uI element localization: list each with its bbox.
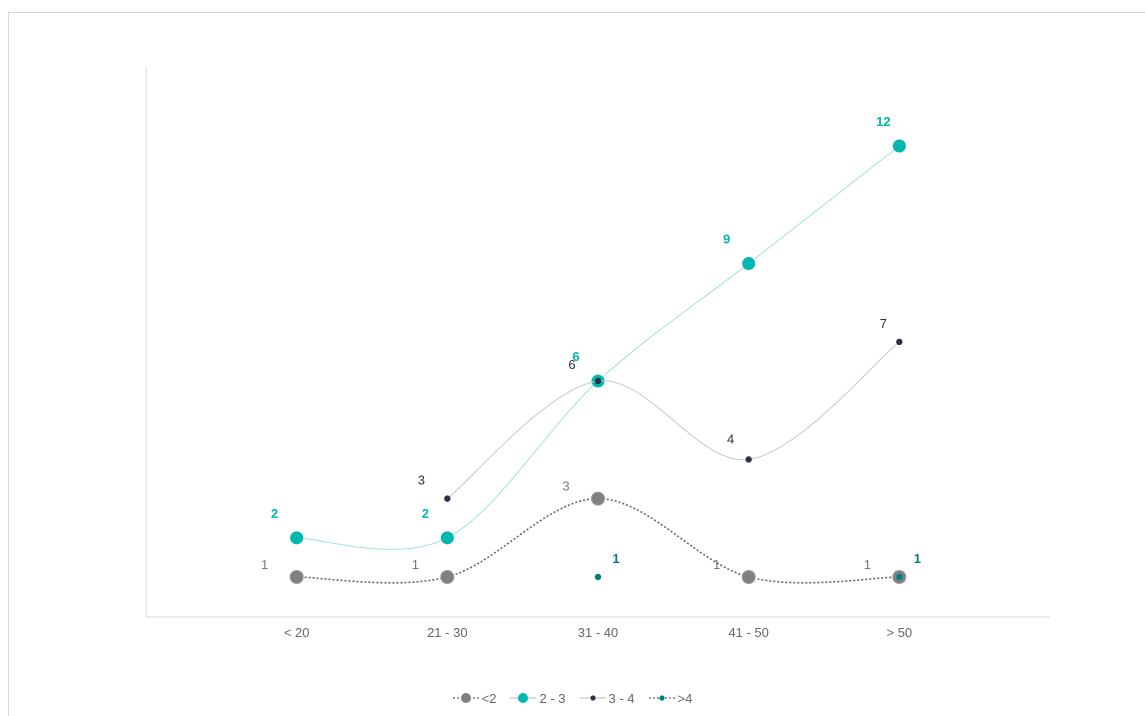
- data-label: 6: [568, 357, 575, 372]
- data-label: 1: [864, 557, 871, 572]
- series-layer: [289, 139, 907, 584]
- legend-label: <2: [481, 690, 497, 706]
- x-tick-label: 41 - 50: [728, 625, 768, 640]
- x-tick-label: 21 - 30: [427, 625, 467, 640]
- legend-swatch: [579, 695, 606, 701]
- data-point[interactable]: [591, 491, 605, 506]
- data-label: 6: [572, 349, 579, 364]
- data-label: 12: [876, 114, 890, 129]
- legend-swatch: [510, 693, 537, 703]
- data-label: 2: [422, 506, 429, 521]
- data-label: 1: [412, 557, 419, 572]
- data-label: 1: [612, 551, 619, 566]
- legend-item[interactable]: 2 - 3: [510, 690, 566, 706]
- data-point[interactable]: [896, 573, 903, 581]
- data-point[interactable]: [594, 573, 602, 581]
- legend-swatch: [452, 693, 479, 703]
- legend-label: 2 - 3: [539, 690, 566, 706]
- data-label: 2: [271, 506, 278, 521]
- data-point[interactable]: [290, 531, 304, 545]
- data-point[interactable]: [289, 570, 304, 584]
- x-tick-label: < 20: [284, 625, 310, 640]
- legend-label: >4: [677, 690, 693, 706]
- data-label: 1: [914, 551, 921, 566]
- data-label: 7: [880, 316, 887, 331]
- data-point[interactable]: [892, 139, 906, 153]
- data-label: 4: [727, 431, 734, 446]
- data-label: 1: [713, 557, 720, 572]
- series-line: [447, 341, 900, 500]
- x-axis-ticks: < 20 21 - 30 31 - 40 41 - 50 > 50: [284, 625, 912, 640]
- data-point[interactable]: [440, 570, 455, 584]
- data-point[interactable]: [741, 570, 756, 584]
- data-label: 3: [562, 479, 569, 494]
- series-2: [444, 338, 903, 502]
- series-line: [296, 497, 900, 584]
- legend-label: 3 - 4: [608, 690, 635, 706]
- legend-item[interactable]: >4: [648, 690, 693, 706]
- data-label: 3: [418, 473, 425, 488]
- series-3: [594, 573, 903, 581]
- data-label: 1: [261, 557, 268, 572]
- line-chart: < 20 21 - 30 31 - 40 41 - 50 > 50 1 131 12 2691…: [145, 68, 1050, 640]
- data-point[interactable]: [896, 338, 903, 346]
- data-point[interactable]: [594, 377, 602, 385]
- data-point[interactable]: [745, 456, 752, 463]
- series-1: [290, 139, 906, 550]
- legend-item[interactable]: 3 - 4: [579, 690, 635, 706]
- data-point[interactable]: [440, 531, 454, 545]
- series-line: [296, 145, 900, 550]
- data-label: 9: [723, 232, 730, 247]
- legend-item[interactable]: <2: [452, 690, 497, 706]
- x-tick-label: > 50: [886, 625, 912, 640]
- legend-swatch: [648, 695, 675, 701]
- data-point[interactable]: [742, 257, 756, 271]
- legend: <2 2 - 3 3 - 4 >4: [0, 688, 1145, 708]
- series-0: [289, 491, 907, 584]
- chart-frame: [8, 12, 1145, 716]
- data-point[interactable]: [444, 495, 451, 502]
- x-tick-label: 31 - 40: [578, 625, 618, 640]
